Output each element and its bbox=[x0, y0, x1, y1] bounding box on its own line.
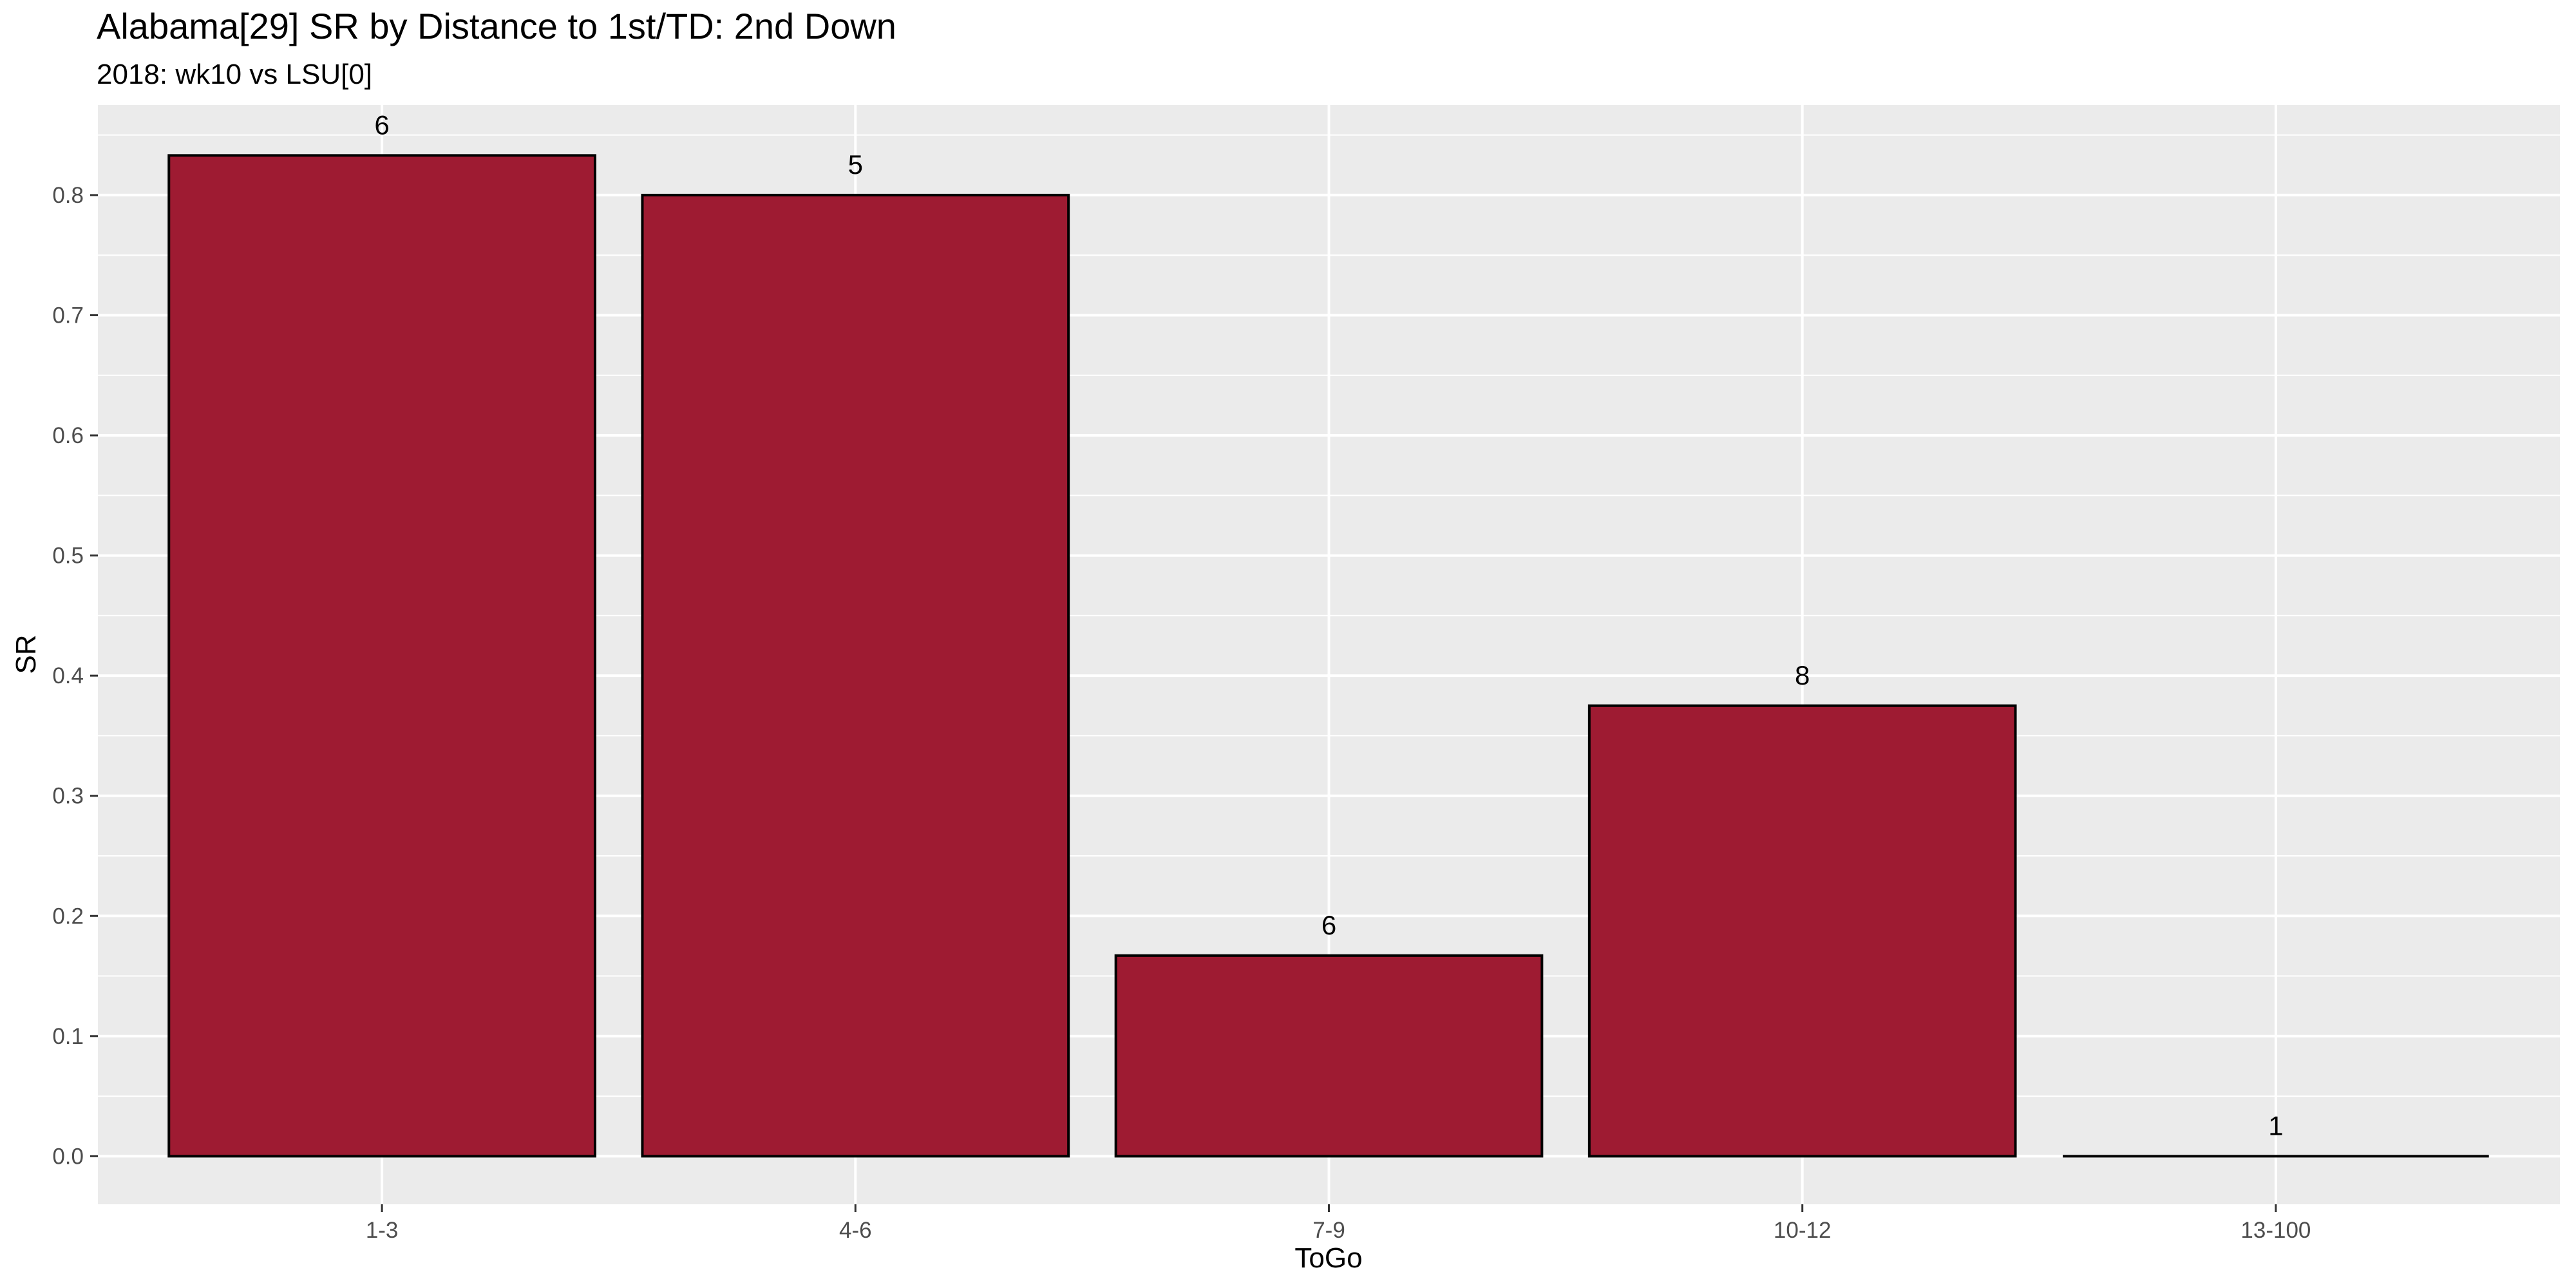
bar-label: 6 bbox=[1321, 910, 1336, 940]
chart-subtitle: 2018: wk10 vs LSU[0] bbox=[97, 59, 372, 90]
y-axis: 0.0 0.1 0.2 0.3 0.4 0.5 0.6 0.7 0.8 bbox=[52, 183, 98, 1169]
y-tick-label: 0.6 bbox=[52, 423, 84, 448]
x-tick-label: 10-12 bbox=[1774, 1218, 1832, 1243]
x-axis-title: ToGo bbox=[1294, 1242, 1362, 1274]
chart-title: Alabama[29] SR by Distance to 1st/TD: 2n… bbox=[97, 6, 896, 46]
x-tick-label: 13-100 bbox=[2240, 1218, 2311, 1243]
y-tick-label: 0.0 bbox=[52, 1144, 84, 1169]
bar bbox=[1587, 704, 2017, 1158]
bar bbox=[1114, 954, 1544, 1158]
x-tick-label: 1-3 bbox=[366, 1218, 399, 1243]
bar-label: 5 bbox=[848, 149, 863, 180]
y-tick-label: 0.7 bbox=[52, 303, 84, 328]
bars bbox=[167, 154, 2489, 1158]
bar-labels: 6 5 6 8 1 bbox=[374, 109, 2283, 1141]
x-tick-label: 7-9 bbox=[1312, 1218, 1345, 1243]
bar-label: 1 bbox=[2268, 1110, 2283, 1141]
x-tick-label: 4-6 bbox=[839, 1218, 872, 1243]
bar bbox=[167, 154, 596, 1158]
bar-label: 6 bbox=[374, 109, 389, 140]
y-axis-title: SR bbox=[10, 634, 42, 674]
y-tick-label: 0.4 bbox=[52, 663, 84, 688]
y-tick-label: 0.3 bbox=[52, 784, 84, 809]
y-tick-label: 0.8 bbox=[52, 183, 84, 208]
y-tick-label: 0.1 bbox=[52, 1024, 84, 1049]
x-axis: 1-3 4-6 7-9 10-12 13-100 bbox=[366, 1204, 2311, 1243]
y-tick-label: 0.2 bbox=[52, 904, 84, 929]
bar bbox=[641, 193, 1070, 1158]
bar-label: 8 bbox=[1795, 660, 1810, 690]
y-tick-label: 0.5 bbox=[52, 544, 84, 569]
